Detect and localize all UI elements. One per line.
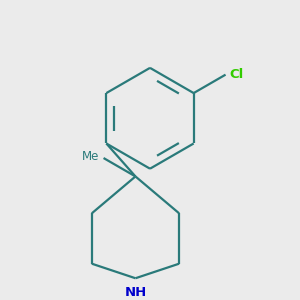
Text: Me: Me xyxy=(82,150,100,163)
Text: Cl: Cl xyxy=(230,68,244,81)
Text: NH: NH xyxy=(124,286,147,299)
